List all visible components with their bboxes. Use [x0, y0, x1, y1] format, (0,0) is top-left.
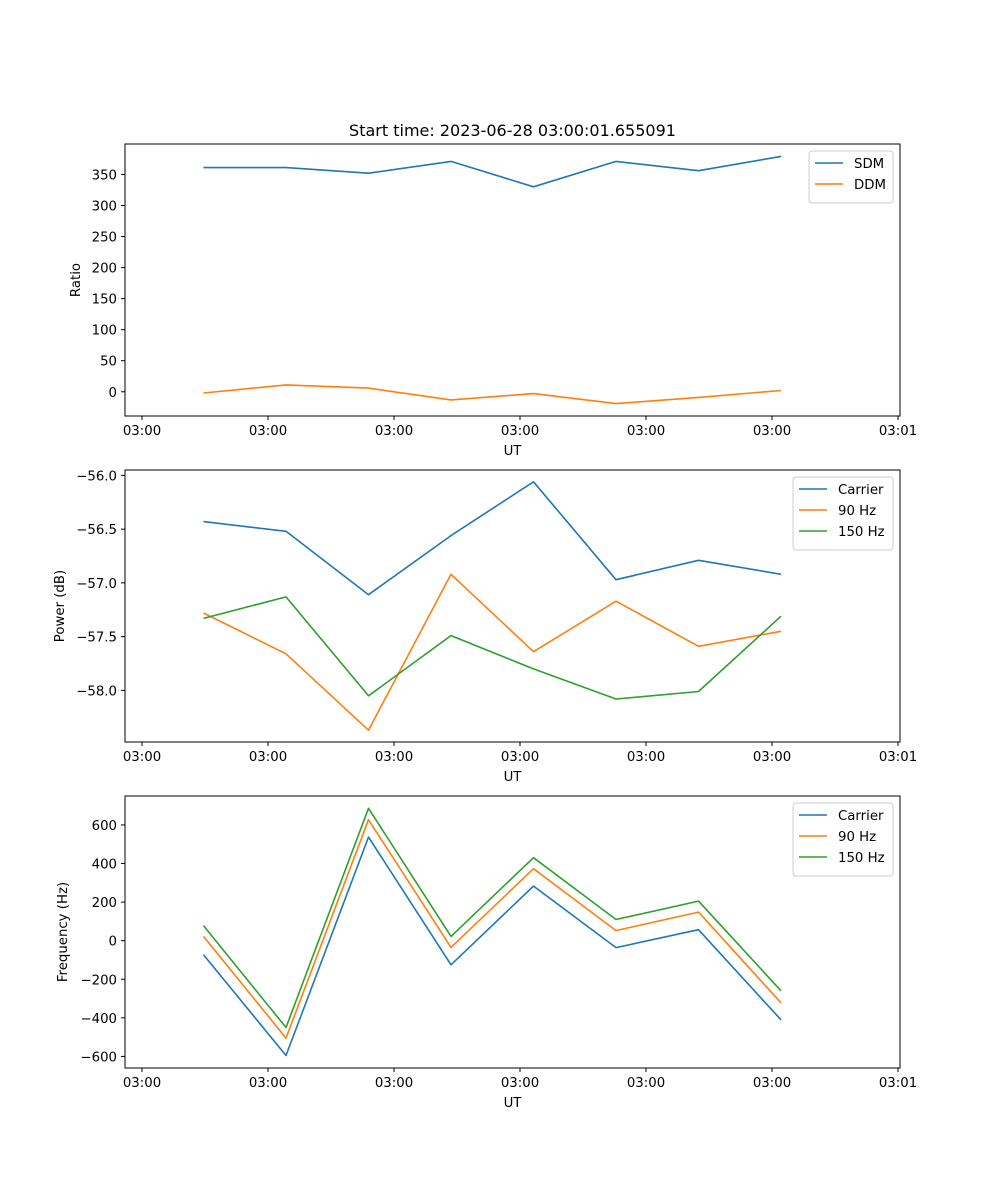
y-tick-label: 150 [92, 293, 117, 308]
figure-title: Start time: 2023-06-28 03:00:01.655091 [349, 121, 676, 140]
y-tick-label: 100 [92, 324, 117, 339]
x-axis-label: UT [504, 1096, 523, 1111]
y-tick-label: 0 [109, 386, 117, 401]
x-tick-label: 03:00 [501, 750, 539, 765]
legend-label: DDM [854, 178, 886, 193]
series-lines [203, 480, 782, 732]
power-panel: 03:00 03:00 03:00 03:00 03:00 03:00 03:01 −56.… [53, 469, 917, 785]
y-tick-label: −600 [80, 1050, 117, 1065]
x-axis-label: UT [504, 444, 523, 459]
series-line-carrier [203, 480, 782, 596]
y-tick-label: −57.5 [76, 631, 117, 646]
legend-label: Carrier [838, 483, 884, 498]
x-tick-label: 03:01 [879, 424, 917, 439]
series-line-carrier [202, 836, 782, 1057]
x-tick-label: 03:00 [753, 424, 791, 439]
x-tick-label: 03:00 [627, 750, 665, 765]
y-tick-label: −400 [80, 1012, 117, 1027]
y-axis: −56.0 −56.5 −57.0 −57.5 −58.0 [76, 469, 125, 699]
x-tick-label: 03:00 [375, 750, 413, 765]
x-tick-label: 03:00 [753, 750, 791, 765]
series-line-90-hz [202, 818, 782, 1039]
y-tick-label: 350 [92, 168, 117, 183]
legend: SDM DDM [808, 150, 894, 204]
x-tick-label: 03:00 [501, 1076, 539, 1091]
series-line-150-hz [202, 807, 782, 1029]
y-tick-label: 400 [92, 858, 117, 873]
y-tick-label: 300 [92, 199, 117, 214]
ratio-panel: 03:00 03:00 03:00 03:00 03:00 03:00 03:01 0 50 1… [69, 143, 917, 459]
x-axis: 03:00 03:00 03:00 03:00 03:00 03:00 03:01 [123, 742, 917, 765]
series-lines [202, 807, 782, 1057]
x-tick-label: 03:01 [879, 750, 917, 765]
x-axis: 03:00 03:00 03:00 03:00 03:00 03:00 03:01 [123, 1068, 917, 1091]
x-tick-label: 03:00 [375, 1076, 413, 1091]
x-tick-label: 03:00 [627, 1076, 665, 1091]
legend-label: Carrier [838, 809, 884, 824]
x-tick-label: 03:00 [123, 1076, 161, 1091]
x-tick-label: 03:00 [123, 750, 161, 765]
plot-area-frame [124, 143, 901, 417]
series-line-ddm [203, 384, 782, 405]
x-tick-label: 03:00 [375, 424, 413, 439]
y-tick-label: 200 [92, 896, 117, 911]
x-tick-label: 03:00 [123, 424, 161, 439]
y-axis-label: Frequency (Hz) [56, 882, 71, 982]
legend-label: SDM [854, 157, 884, 172]
y-tick-label: 200 [92, 262, 117, 277]
x-tick-label: 03:00 [753, 1076, 791, 1091]
x-axis: 03:00 03:00 03:00 03:00 03:00 03:00 03:01 [123, 416, 917, 439]
y-axis-label: Ratio [69, 263, 84, 297]
frequency-panel: 03:00 03:00 03:00 03:00 03:00 03:00 03:01 −600… [56, 795, 917, 1111]
series-lines [203, 155, 782, 405]
plot-area-frame [124, 795, 901, 1069]
x-tick-label: 03:01 [879, 1076, 917, 1091]
plot-area-frame [124, 469, 901, 743]
x-tick-label: 03:00 [249, 750, 287, 765]
legend-label: 90 Hz [838, 504, 876, 519]
x-axis-label: UT [504, 770, 523, 785]
y-tick-label: 0 [109, 935, 117, 950]
x-tick-label: 03:00 [249, 424, 287, 439]
legend: Carrier 90 Hz 150 Hz [792, 476, 894, 551]
y-axis: 0 50 100 150 200 250 300 350 [92, 168, 125, 401]
y-tick-label: −58.0 [76, 684, 117, 699]
series-line-sdm [203, 155, 782, 188]
y-tick-label: −56.5 [76, 523, 117, 538]
x-tick-label: 03:00 [627, 424, 665, 439]
y-tick-label: −200 [80, 973, 117, 988]
legend-label: 90 Hz [838, 830, 876, 845]
y-tick-label: −57.0 [76, 577, 117, 592]
y-tick-label: −56.0 [76, 469, 117, 484]
y-tick-label: 250 [92, 231, 117, 246]
y-axis-label: Power (dB) [53, 570, 68, 642]
x-tick-label: 03:00 [501, 424, 539, 439]
legend-box [808, 150, 894, 204]
y-axis: −600 −400 −200 0 200 400 600 [80, 819, 125, 1065]
legend-label: 150 Hz [838, 525, 885, 540]
legend-label: 150 Hz [838, 851, 885, 866]
legend: Carrier 90 Hz 150 Hz [792, 802, 894, 877]
x-tick-label: 03:00 [249, 1076, 287, 1091]
series-line-150-hz [203, 596, 782, 700]
y-tick-label: 600 [92, 819, 117, 834]
series-line-90-hz [203, 573, 782, 732]
y-tick-label: 50 [100, 355, 117, 370]
